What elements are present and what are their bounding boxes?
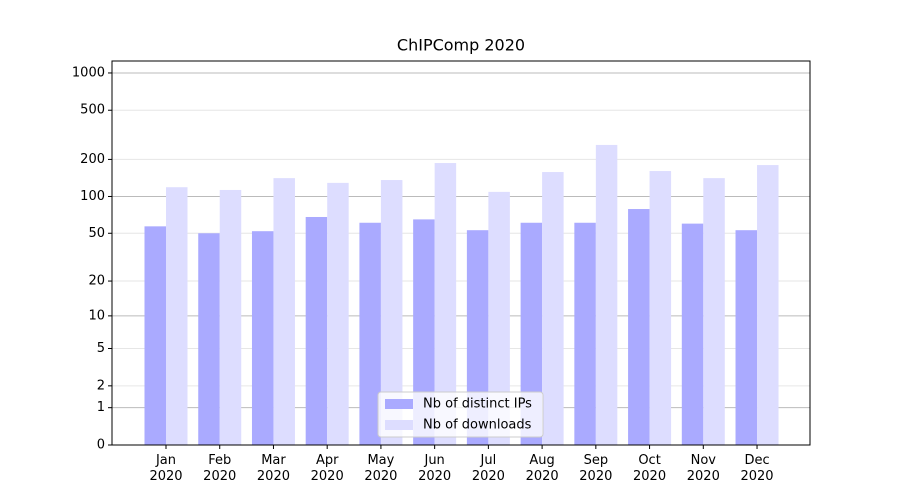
x-tick-label: Aug 2020: [525, 453, 559, 484]
y-tick-label: 500: [80, 103, 105, 118]
x-tick-label: Sep 2020: [579, 453, 613, 484]
bar: [219, 189, 242, 445]
bar: [166, 187, 188, 446]
bar: [380, 180, 403, 445]
bar: [251, 231, 274, 445]
x-tick-label: May 2020: [364, 453, 398, 484]
plot-frame: [111, 60, 811, 446]
bar: [144, 226, 166, 445]
y-tick-label: 2: [97, 378, 105, 393]
bar: [735, 230, 758, 445]
x-tick-label: Oct 2020: [633, 453, 667, 484]
bar: [542, 172, 564, 445]
x-tick-label: Apr 2020: [310, 453, 344, 484]
y-tick-label: 100: [80, 189, 105, 204]
bar: [327, 182, 349, 446]
bar: [413, 219, 435, 445]
y-tick-label: 20: [88, 274, 105, 289]
y-tick-label: 5: [97, 341, 105, 356]
bar: [757, 165, 779, 446]
bar: [466, 230, 489, 445]
y-tick-label: 1000: [72, 65, 105, 80]
y-tick-label: 1: [97, 400, 105, 415]
bar: [434, 163, 457, 446]
bar: [649, 171, 672, 445]
x-tick-label: Jun 2020: [418, 453, 452, 484]
bar: [595, 144, 618, 445]
bar: [198, 233, 220, 445]
legend: Nb of distinct IPs Nb of downloads: [377, 391, 544, 438]
bar: [628, 209, 650, 445]
x-tick-label: Jul 2020: [471, 453, 505, 484]
y-tick-label: 0: [97, 438, 105, 453]
legend-swatch: [385, 420, 413, 430]
y-tick-label: 50: [88, 226, 105, 241]
y-tick-label: 10: [88, 308, 105, 323]
bar: [305, 216, 328, 445]
x-tick-label: Feb 2020: [203, 453, 237, 484]
x-tick-label: Mar 2020: [256, 453, 290, 484]
x-tick-label: Jan 2020: [149, 453, 183, 484]
y-tick-label: 200: [80, 152, 105, 167]
x-tick-label: Dec 2020: [740, 453, 774, 484]
chart-title: ChIPComp 2020: [397, 36, 525, 55]
bar: [359, 222, 381, 445]
bar: [703, 178, 725, 446]
legend-swatch: [385, 399, 413, 409]
x-tick-label: Nov 2020: [686, 453, 720, 484]
bar: [488, 191, 510, 445]
bar: [273, 178, 295, 446]
bar: [681, 223, 704, 445]
bar: [520, 222, 543, 445]
legend-box: [377, 391, 544, 438]
legend-label: Nb of downloads: [423, 418, 532, 433]
bar: [574, 222, 596, 445]
legend-label: Nb of distinct IPs: [423, 397, 532, 412]
